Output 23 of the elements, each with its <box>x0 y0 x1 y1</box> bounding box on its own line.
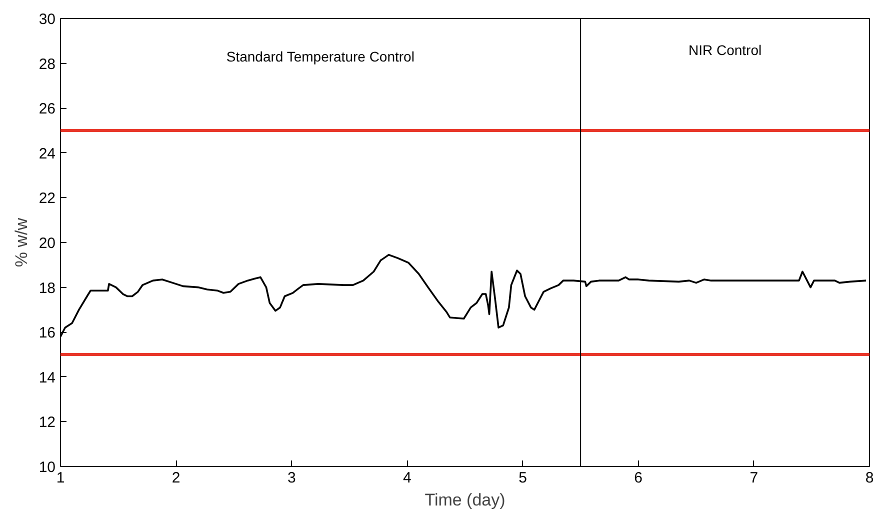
x-tick-label: 1 <box>56 470 65 486</box>
annotation: Standard Temperature Control <box>226 48 414 65</box>
y-tick-label: 18 <box>38 280 56 297</box>
x-tick-label: 5 <box>518 470 527 486</box>
x-tick-label: 4 <box>403 470 412 486</box>
y-tick-label: 10 <box>38 459 56 476</box>
annotation: NIR Control <box>688 42 762 58</box>
x-tick-label: 3 <box>287 470 296 486</box>
x-tick-label: 6 <box>634 470 643 486</box>
y-axis-title: % w/w <box>12 217 31 268</box>
y-tick-label: 14 <box>38 369 56 386</box>
y-tick-label: 28 <box>38 56 56 73</box>
y-tick-label: 12 <box>38 414 56 432</box>
x-tick-label: 2 <box>172 470 180 486</box>
x-tick-label: 7 <box>750 470 758 486</box>
x-tick-label: 8 <box>865 470 874 486</box>
y-tick-label: 24 <box>38 145 56 162</box>
y-tick-label: 26 <box>38 100 56 118</box>
y-tick-label: 20 <box>38 235 56 252</box>
y-tick-label: 30 <box>38 11 56 28</box>
y-tick-label: 22 <box>38 190 56 208</box>
x-axis-title: Time (day) <box>424 490 506 510</box>
y-tick-label: 16 <box>38 324 56 342</box>
